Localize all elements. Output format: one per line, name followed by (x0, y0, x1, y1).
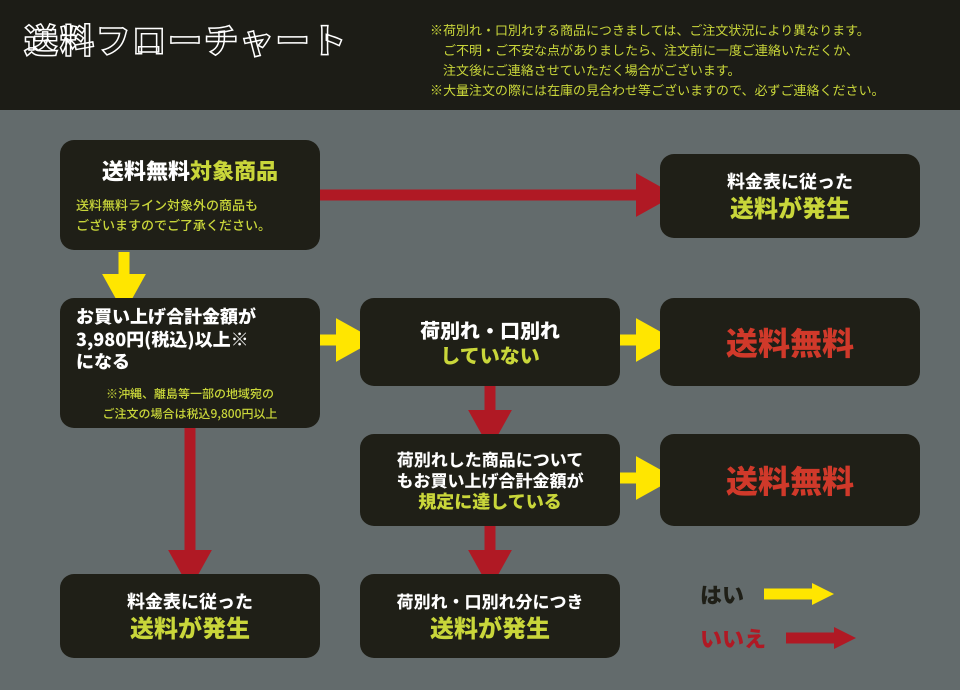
legend-no-label: いいえ (700, 622, 766, 654)
legend-yes-arrow-icon (764, 583, 834, 605)
header-notice-line: 注文後にご連絡させていただく場合がございます。 (430, 60, 940, 80)
node-text: 送料が発生 (430, 609, 550, 644)
node-line: 荷別れ・口別れ (376, 317, 604, 342)
node-line: になる (76, 350, 304, 373)
legend-yes: はい (700, 578, 834, 610)
legend-yes-label: はい (700, 578, 744, 610)
node-r3: 送料無料 (660, 434, 920, 526)
node-line: 送料無料対象商品 (76, 157, 304, 185)
node-n2: お買い上げ合計金額が3,980円(税込)以上※になる ※沖縄、離島等一部の地域宛の… (60, 298, 320, 428)
node-text: ご注文の場合は税込9,800円以上 (103, 405, 278, 422)
node-text: ございますのでご了承ください。 (76, 215, 271, 234)
node-r2: 送料無料 (660, 298, 920, 386)
node-line: ございますのでご了承ください。 (76, 213, 304, 233)
node-text: 規定に達している (418, 488, 561, 514)
node-text: 送料無料 (726, 319, 854, 365)
header-notice-line: ※大量注文の際には在庫の見合わせ等ございますので、必ずご連絡ください。 (430, 80, 940, 100)
node-line: 荷別れした商品について (376, 448, 604, 469)
node-text: 送料が発生 (130, 609, 250, 644)
node-text: していない (440, 340, 539, 369)
node-text: ※沖縄、離島等一部の地域宛の (106, 385, 274, 402)
flowchart-canvas: 送料フローチャート ※荷別れ・口別れする商品につきましては、ご注文状況により異な… (0, 0, 960, 690)
header-bar: 送料フローチャート ※荷別れ・口別れする商品につきましては、ご注文状況により異な… (0, 0, 960, 110)
node-text: 送料無料ライン対象外の商品も (76, 195, 258, 214)
node-line: ※沖縄、離島等一部の地域宛の (76, 381, 304, 401)
node-line: していない (376, 342, 604, 367)
node-line: 規定に達している (376, 490, 604, 513)
node-n3: 荷別れ・口別れしていない (360, 298, 620, 386)
node-line: 送料無料ライン対象外の商品も (76, 193, 304, 213)
node-line: 送料が発生 (676, 192, 904, 222)
node-line: 3,980円(税込)以上※ (76, 328, 304, 351)
node-line: お買い上げ合計金額が (76, 305, 304, 328)
node-n1: 送料無料対象商品送料無料ライン対象外の商品もございますのでご了承ください。 (60, 140, 320, 250)
node-text: 送料無料 (102, 154, 190, 186)
node-line: ご注文の場合は税込9,800円以上 (76, 401, 304, 421)
header-notice-line: ご不明・ご不安な点がありましたら、注文前に一度ご連絡いただくか、 (430, 40, 940, 60)
legend-no-arrow-icon (786, 627, 856, 649)
node-line: 送料無料 (676, 322, 904, 362)
legend-no: いいえ (700, 622, 856, 654)
node-text: 送料が発生 (730, 189, 850, 224)
node-n4: 荷別れした商品についてもお買い上げ合計金額が規定に達している (360, 434, 620, 526)
node-line: 送料が発生 (76, 612, 304, 642)
node-line: 送料無料 (676, 460, 904, 500)
node-line: 送料が発生 (376, 612, 604, 642)
node-n5: 荷別れ・口別れ分につき送料が発生 (360, 574, 620, 658)
header-notice-line: ※荷別れ・口別れする商品につきましては、ご注文状況により異なります。 (430, 20, 940, 40)
node-text: になる (76, 348, 130, 374)
node-text: 送料無料 (726, 457, 854, 503)
node-n6: 料金表に従った送料が発生 (60, 574, 320, 658)
node-line: もお買い上げ合計金額が (376, 469, 604, 490)
node-text: 対象商品 (190, 154, 278, 186)
node-r1: 料金表に従った送料が発生 (660, 154, 920, 238)
header-notice: ※荷別れ・口別れする商品につきましては、ご注文状況により異なります。 ご不明・ご… (430, 20, 940, 101)
